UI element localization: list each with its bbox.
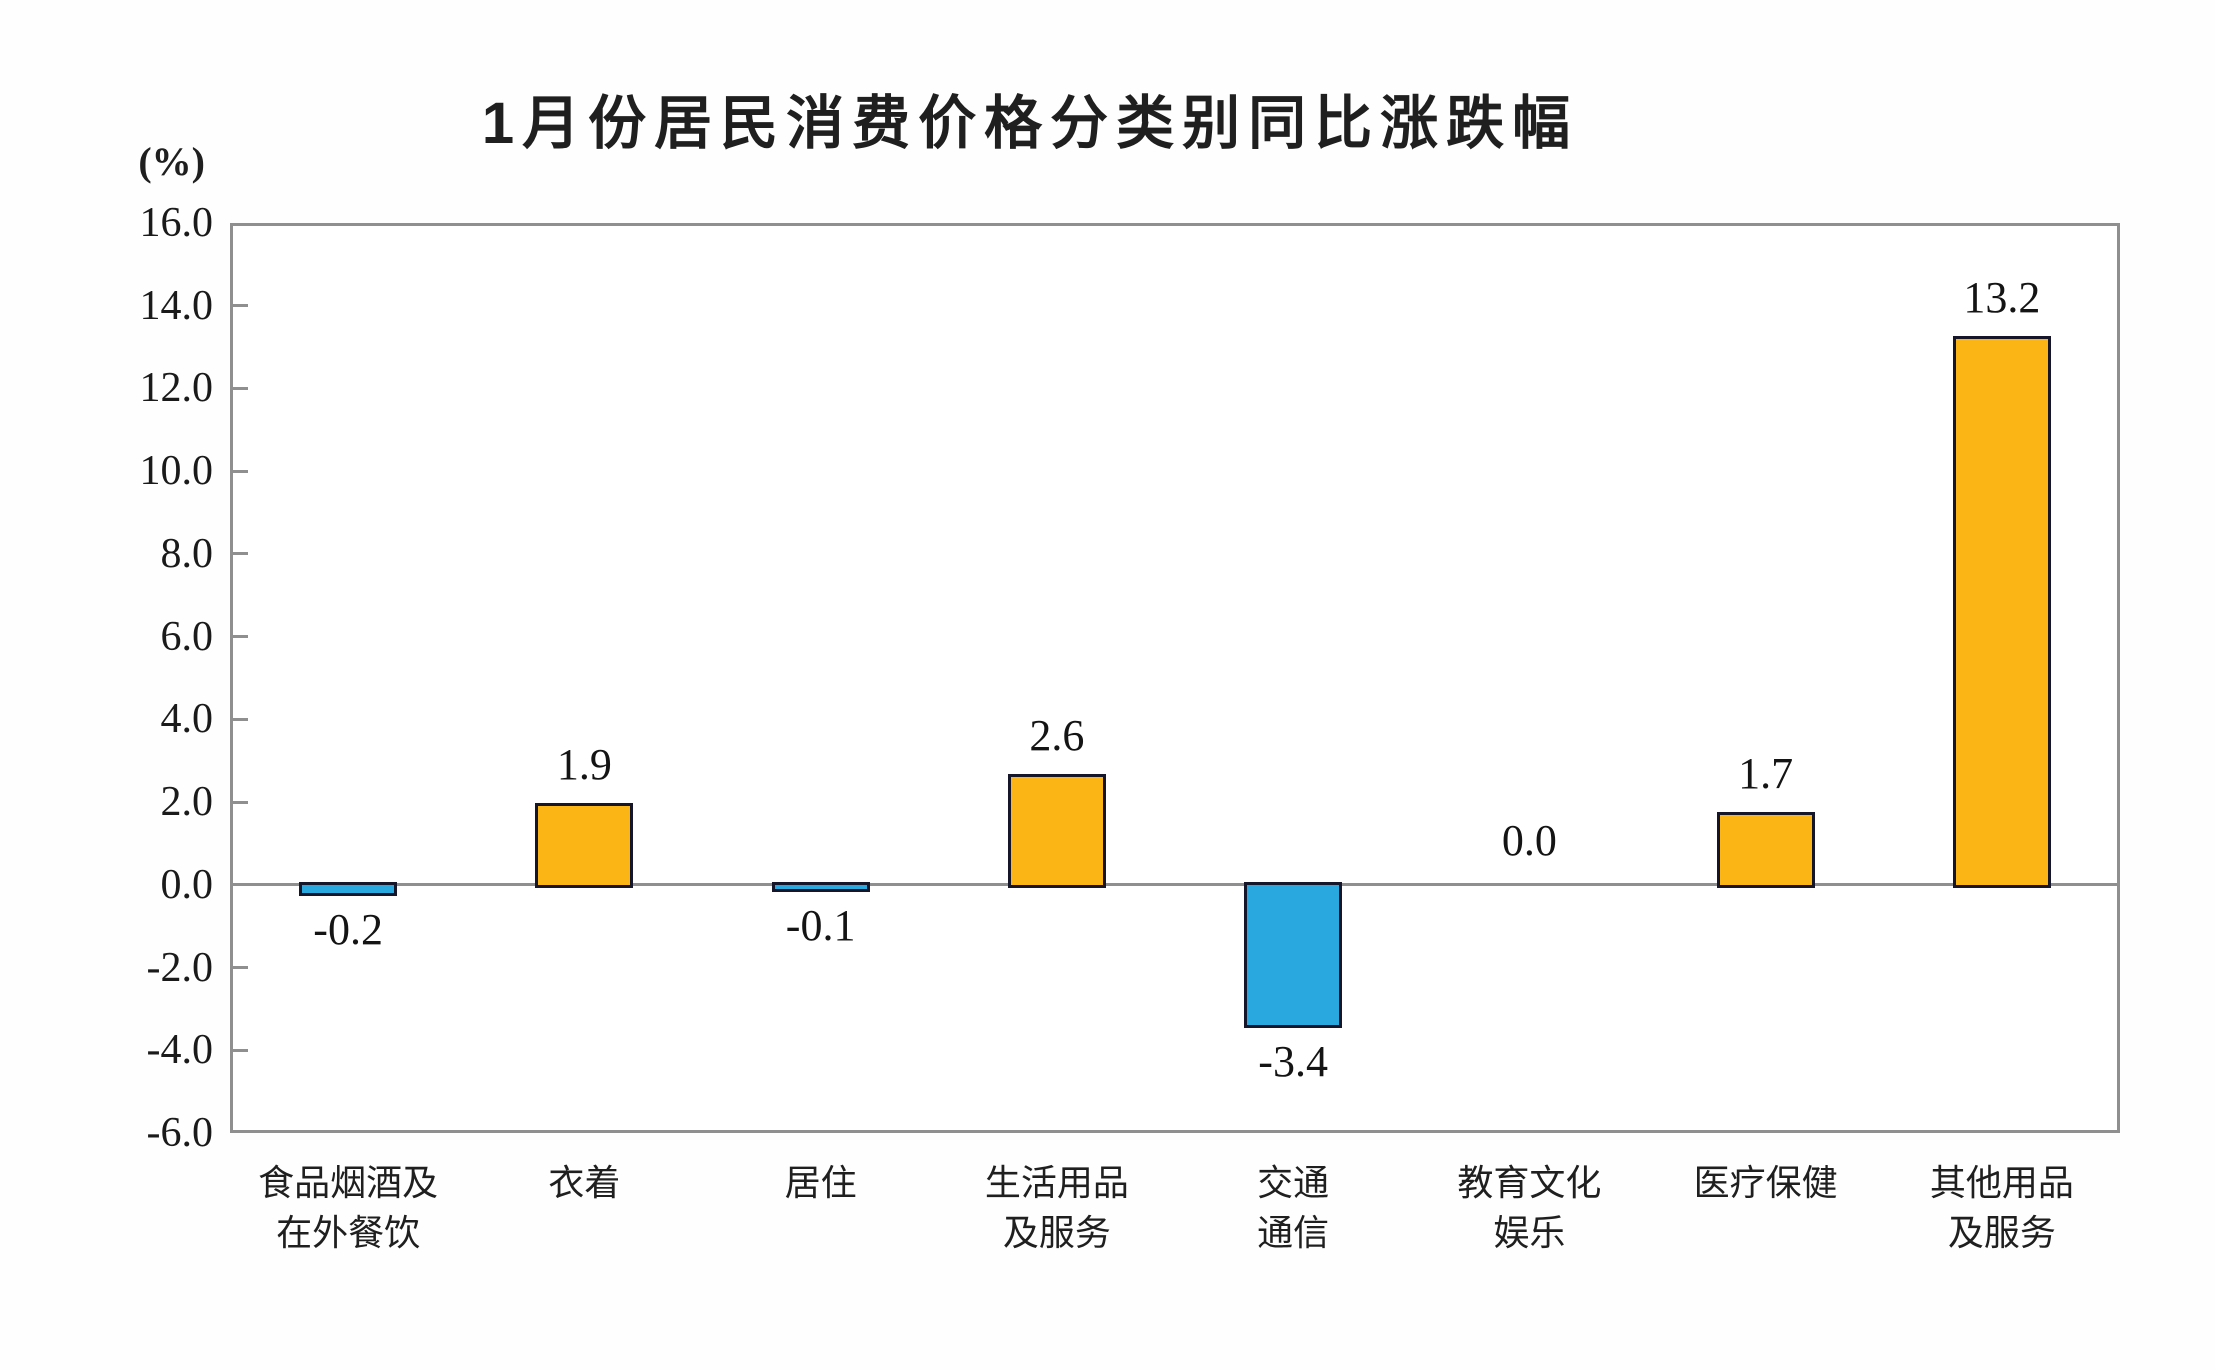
x-category-label: 交通 通信 [1257, 1163, 1330, 1253]
y-tick-mark [230, 552, 248, 556]
bar [771, 881, 870, 892]
bar-value-label: 13.2 [1963, 272, 2041, 322]
y-tick-label: 6.0 [160, 613, 214, 660]
bar [1007, 774, 1106, 888]
y-tick-label: 16.0 [139, 200, 214, 246]
y-tick-label: 2.0 [160, 779, 214, 826]
x-category-label: 衣着 [548, 1163, 621, 1203]
y-tick-mark [230, 717, 248, 721]
bar-value-label: -0.1 [785, 900, 856, 950]
bar [1716, 811, 1815, 888]
zero-axis-line [230, 883, 2120, 887]
y-tick-label: 8.0 [160, 530, 214, 577]
y-tick-label: 14.0 [139, 282, 214, 329]
y-tick-mark [230, 966, 248, 970]
y-tick-label: 4.0 [160, 696, 214, 743]
y-tick-mark [230, 386, 248, 390]
y-tick-label: -2.0 [146, 944, 214, 991]
bar [1244, 881, 1343, 1029]
chart-title: 1月份居民消费价格分类别同比涨跌幅 [481, 91, 1579, 156]
y-tick-mark [230, 469, 248, 473]
bar-value-label: -3.4 [1258, 1037, 1328, 1087]
y-axis-unit-label: (%) [138, 139, 205, 184]
y-tick-label: -4.0 [146, 1027, 214, 1074]
y-tick-mark [230, 1048, 248, 1052]
bar-value-label: 0.0 [1501, 815, 1557, 865]
y-tick-mark [230, 800, 248, 804]
bar-value-label: 1.9 [556, 740, 612, 790]
bar-value-label: 2.6 [1029, 711, 1085, 761]
bar-value-label: 1.7 [1738, 748, 1794, 798]
x-category-label: 食品烟酒及 在外餐饮 [258, 1163, 439, 1253]
y-tick-mark [230, 635, 248, 639]
y-tick-label: 12.0 [139, 365, 214, 412]
bar-value-label: -0.2 [313, 905, 383, 955]
x-category-label: 其他用品 及服务 [1929, 1163, 2074, 1253]
x-category-label: 教育文化 娱乐 [1457, 1163, 1602, 1253]
x-category-label: 医疗保健 [1693, 1163, 1838, 1203]
bar [535, 803, 634, 888]
y-tick-label: -6.0 [146, 1110, 214, 1156]
bar [299, 881, 398, 897]
x-category-label: 居住 [784, 1163, 857, 1203]
y-tick-label: 0.0 [160, 861, 214, 908]
x-category-label: 生活用品 及服务 [984, 1163, 1129, 1253]
bar [1952, 335, 2051, 888]
plot-area [230, 223, 2120, 1133]
y-tick-mark [230, 304, 248, 308]
y-tick-label: 10.0 [139, 448, 214, 495]
